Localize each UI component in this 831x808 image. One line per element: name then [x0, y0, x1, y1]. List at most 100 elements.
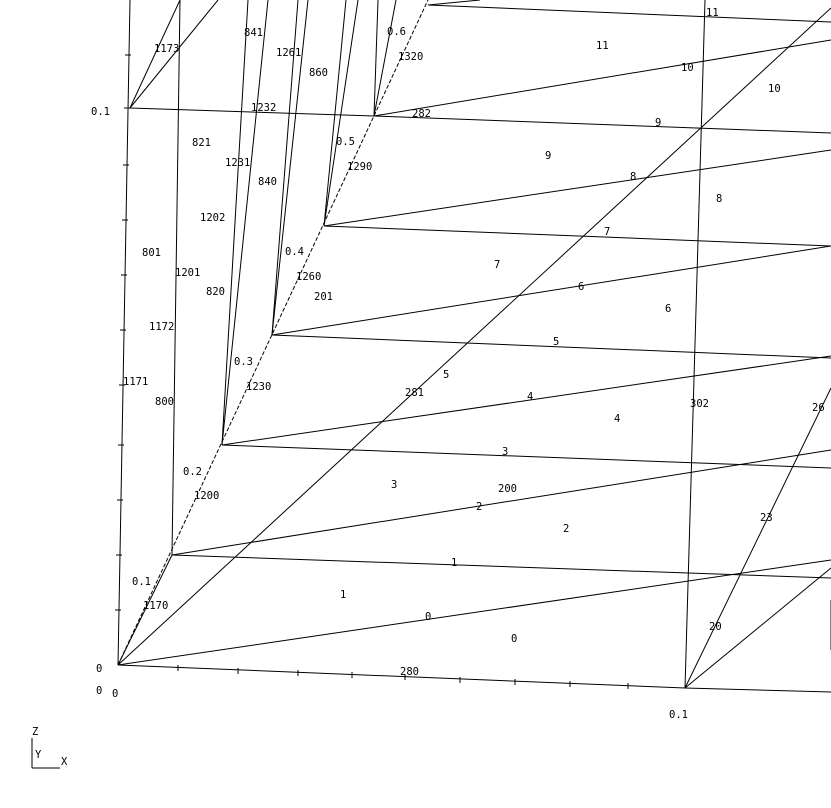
- node-label: 201: [314, 291, 333, 303]
- mesh-line: [171, 554, 831, 579]
- edge-label: 5: [553, 336, 559, 348]
- edge-label: 11: [706, 7, 719, 19]
- element-label: 6: [665, 303, 671, 315]
- node-label: 302: [690, 398, 709, 410]
- element-label: 5: [443, 369, 449, 381]
- fan-line: [271, 0, 309, 336]
- edge-label: 0: [425, 611, 431, 623]
- node-label: 1202: [200, 212, 225, 224]
- node-label: 840: [258, 176, 277, 188]
- mesh-line: [427, 4, 831, 23]
- mesh-labels: 0.1 0 0 0 0.1 0.1 0.2 0.3 0.4 0.5 0.6 0 …: [91, 7, 825, 721]
- triad-x-label: X: [61, 756, 68, 768]
- mesh-line: [684, 387, 831, 689]
- fan-line: [323, 0, 359, 227]
- mesh-line: [373, 115, 831, 134]
- edge-label: 20: [709, 621, 722, 633]
- fan-line: [323, 0, 347, 227]
- edge-label: 0.4: [285, 246, 304, 258]
- slanted-boundary: [117, 0, 429, 666]
- edge-label: 23: [760, 512, 773, 524]
- bottom-edge: [117, 664, 686, 689]
- node-label: 282: [412, 108, 431, 120]
- mesh-line: [117, 559, 831, 666]
- fan-line: [271, 0, 299, 336]
- fan-line: [171, 0, 181, 556]
- mesh-line: [684, 567, 831, 689]
- edge-label: 3: [502, 446, 508, 458]
- edge-label: 8: [630, 171, 636, 183]
- edge-label: 10: [681, 62, 694, 74]
- main-diagonal: [117, 7, 831, 666]
- axis-triad: Z Y X: [31, 726, 68, 769]
- node-label: 1173: [154, 43, 179, 55]
- triad-z-label: Z: [32, 726, 38, 738]
- node-label: 1320: [398, 51, 423, 63]
- edge-label: 6: [578, 281, 584, 293]
- node-label: 1200: [194, 490, 219, 502]
- edge-label: 7: [604, 226, 610, 238]
- x-tick-label: 0: [112, 688, 118, 700]
- node-label: 1260: [296, 271, 321, 283]
- fan-line: [373, 0, 397, 117]
- fan-line: [129, 0, 181, 109]
- element-label: 4: [614, 413, 620, 425]
- fan-line: [129, 0, 219, 109]
- edge-label: 4: [527, 391, 533, 403]
- edge-label: 26: [812, 402, 825, 414]
- fan-line: [117, 554, 173, 666]
- element-label: 10: [768, 83, 781, 95]
- edge-label: 0.3: [234, 356, 253, 368]
- bottom-edge-right: [684, 687, 831, 693]
- element-label: 8: [716, 193, 722, 205]
- edge-label: 0.1: [132, 576, 151, 588]
- mesh-line: [271, 334, 831, 359]
- mesh-line: [373, 39, 831, 117]
- fan-line: [221, 0, 249, 446]
- edge-label: 0.2: [183, 466, 202, 478]
- y-tick-label: 0: [96, 685, 102, 697]
- node-label: 200: [498, 483, 517, 495]
- mesh-line: [171, 449, 831, 556]
- node-label: 1201: [175, 267, 200, 279]
- mesh-line: [221, 355, 831, 446]
- element-label: 0: [511, 633, 517, 645]
- node-label: 1170: [143, 600, 168, 612]
- z-tick-label: 0.1: [91, 106, 110, 118]
- edge-label: 9: [655, 117, 661, 129]
- mesh-line: [221, 444, 831, 469]
- node-label: 1230: [246, 381, 271, 393]
- element-label: 3: [391, 479, 397, 491]
- node-label: 281: [405, 387, 424, 399]
- mesh-line: [271, 245, 831, 336]
- mesh-wireframe: [115, 0, 831, 693]
- z-axis-line: [117, 0, 131, 666]
- node-label: 1232: [251, 102, 276, 114]
- node-label: 1171: [123, 376, 148, 388]
- triad-y-label: Y: [35, 749, 42, 761]
- x-tick-label: 0.1: [669, 709, 688, 721]
- fan-line: [221, 0, 269, 446]
- mesh-line: [129, 107, 375, 117]
- edge-label: 1: [451, 557, 457, 569]
- fan-line: [373, 0, 379, 117]
- element-label: 7: [494, 259, 500, 271]
- edge-label: 0.5: [336, 136, 355, 148]
- right-vertical: [684, 0, 706, 689]
- node-label: 800: [155, 396, 174, 408]
- node-label: 860: [309, 67, 328, 79]
- element-label: 2: [563, 523, 569, 535]
- node-label: 1231: [225, 157, 250, 169]
- mesh-line: [427, 0, 481, 6]
- edge-label: 2: [476, 501, 482, 513]
- node-label: 1261: [276, 47, 301, 59]
- element-label: 11: [596, 40, 609, 52]
- z-tick-label: 0: [96, 663, 102, 675]
- node-label: 821: [192, 137, 211, 149]
- mesh-line: [323, 225, 831, 247]
- node-label: 1290: [347, 161, 372, 173]
- node-label: 801: [142, 247, 161, 259]
- edge-label: 0.6: [387, 26, 406, 38]
- element-label: 1: [340, 589, 346, 601]
